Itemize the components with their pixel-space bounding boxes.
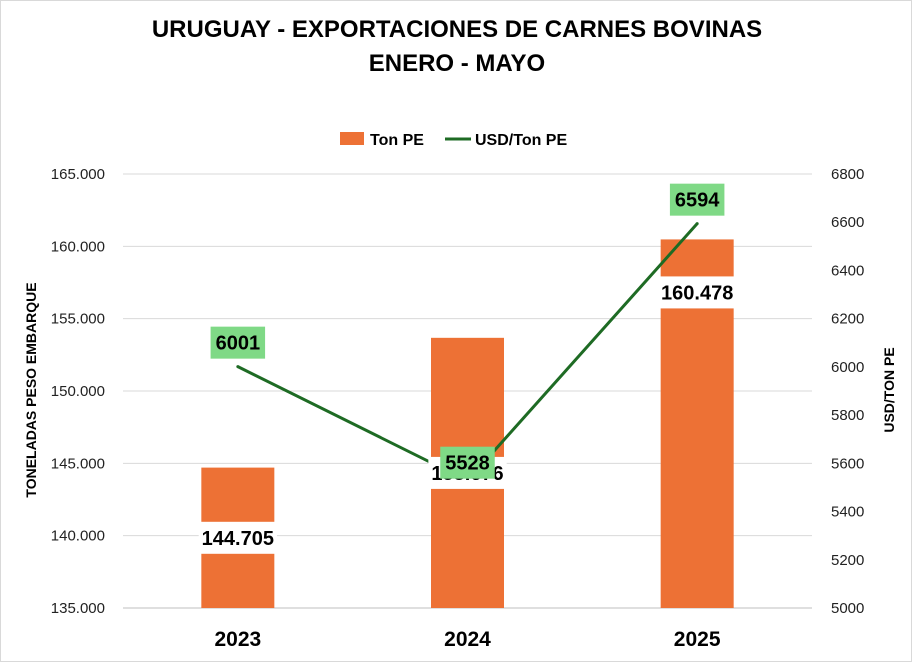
- right-tick-label: 5200: [831, 552, 864, 569]
- line-point: [695, 222, 699, 226]
- bar-data-label-background: [658, 276, 737, 309]
- line-data-label-text: 5528: [445, 453, 490, 475]
- left-axis-title: TONELADAS PESO EMBARQUE: [23, 282, 39, 497]
- right-tick-label: 5800: [831, 407, 864, 424]
- left-tick-label: 165.000: [51, 166, 105, 183]
- left-tick-label: 135.000: [51, 600, 105, 617]
- category-label: 2023: [214, 628, 261, 651]
- category-axis-labels: 2023 2024 2025: [214, 628, 720, 651]
- right-tick-label: 6400: [831, 262, 864, 279]
- bar-data-label: 160.478: [658, 276, 737, 309]
- chart-title-line-1: URUGUAY - EXPORTACIONES DE CARNES BOVINA…: [152, 16, 762, 43]
- right-tick-label: 6600: [831, 214, 864, 231]
- category-label: 2025: [674, 628, 721, 651]
- chart-title-line-2: ENERO - MAYO: [369, 50, 545, 77]
- right-tick-label: 5400: [831, 504, 864, 521]
- right-axis-ticks: 5000 5200 5400 5600 5800 6000 6200 6400 6600 6800: [831, 166, 864, 617]
- right-tick-label: 6200: [831, 311, 864, 328]
- left-tick-label: 155.000: [51, 311, 105, 328]
- left-tick-label: 140.000: [51, 528, 105, 545]
- line-data-label-background: [669, 183, 725, 216]
- right-tick-label: 5000: [831, 600, 864, 617]
- left-axis-ticks: 135.000 140.000 145.000 150.000 155.000 160.0…: [51, 166, 105, 617]
- line-data-label: 5528: [440, 446, 495, 479]
- legend-swatch-ton-pe: [340, 132, 364, 145]
- line-data-label-text: 6594: [675, 190, 720, 212]
- legend: Ton PE USD/Ton PE: [340, 132, 567, 149]
- bar-data-label-background: [198, 521, 277, 554]
- line-data-label-text: 6001: [216, 333, 261, 355]
- right-tick-label: 5600: [831, 455, 864, 472]
- line-data-label-background: [440, 446, 495, 479]
- bar-series: [201, 239, 734, 608]
- legend-label-ton-pe: Ton PE: [370, 132, 424, 149]
- right-axis-title: USD/TON PE: [881, 347, 897, 432]
- line-data-label: 6594: [669, 183, 725, 216]
- category-label: 2024: [444, 628, 491, 651]
- line-point: [236, 365, 240, 369]
- line-data-label-background: [210, 326, 266, 359]
- left-tick-label: 160.000: [51, 238, 105, 255]
- legend-label-usd-ton-pe: USD/Ton PE: [475, 132, 567, 149]
- bar-data-label: 144.705: [198, 521, 277, 554]
- left-tick-label: 150.000: [51, 383, 105, 400]
- right-tick-label: 6800: [831, 166, 864, 183]
- line-data-labels: 6001 5528 6594: [210, 183, 725, 479]
- bar-data-label-text: 144.705: [202, 528, 274, 550]
- right-tick-label: 6000: [831, 359, 864, 376]
- line-data-label: 6001: [210, 326, 266, 359]
- bar-data-label-text: 160.478: [661, 282, 733, 304]
- left-tick-label: 145.000: [51, 455, 105, 472]
